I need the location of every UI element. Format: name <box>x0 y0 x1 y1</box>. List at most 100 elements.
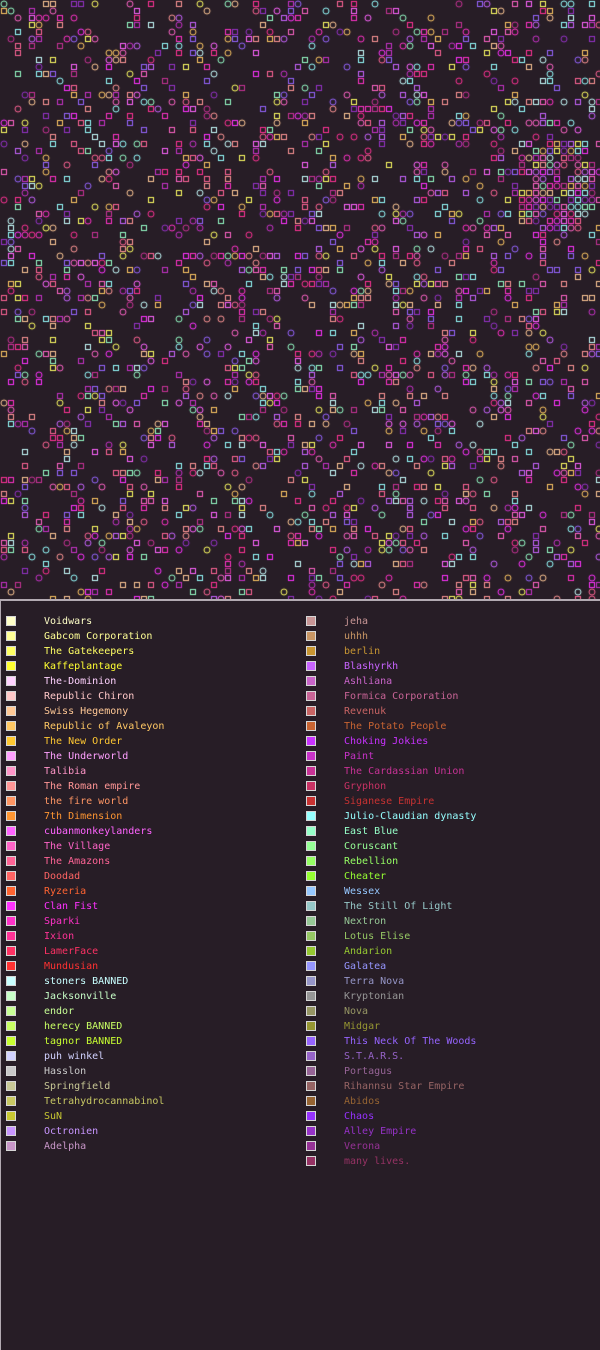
empire-name: Talibia <box>44 766 87 777</box>
empire-name: Verona <box>344 1141 381 1152</box>
empire-name: tagnor BANNED <box>44 1036 123 1047</box>
color-swatch <box>6 736 16 746</box>
legend-entry: Paint <box>301 749 591 764</box>
color-swatch <box>306 946 316 956</box>
empire-name: The Village <box>44 841 111 852</box>
empire-name: Abidos <box>344 1096 381 1107</box>
legend-entry: many lives. <box>301 1154 591 1169</box>
legend-entry: 7th Dimension <box>1 809 291 824</box>
empire-name: The New Order <box>44 736 123 747</box>
empire-name: Cheater <box>344 871 387 882</box>
color-swatch <box>306 1081 316 1091</box>
legend-entry: The Potato People <box>301 719 591 734</box>
legend-entry: Republic Chiron <box>1 689 291 704</box>
legend-entry: jeha <box>301 614 591 629</box>
legend-entry: Blashyrkh <box>301 659 591 674</box>
legend-entry: Nova <box>301 1004 591 1019</box>
empire-name: The Amazons <box>44 856 111 867</box>
legend-entry: Wessex <box>301 884 591 899</box>
empire-name: Rebellion <box>344 856 399 867</box>
legend-entry: Ryzeria <box>1 884 291 899</box>
legend-entry: SuN <box>1 1109 291 1124</box>
legend-entry: Voidwars <box>1 614 291 629</box>
color-swatch <box>306 736 316 746</box>
color-swatch <box>6 856 16 866</box>
empire-name: Gabcom Corporation <box>44 631 153 642</box>
color-swatch <box>306 841 316 851</box>
empire-name: SuN <box>44 1111 63 1122</box>
legend-entry: The Gatekeepers <box>1 644 291 659</box>
color-swatch <box>6 1036 16 1046</box>
legend-entry: Talibia <box>1 764 291 779</box>
color-swatch <box>306 886 316 896</box>
color-swatch <box>306 631 316 641</box>
color-swatch <box>306 871 316 881</box>
empire-name: Andarion <box>344 946 393 957</box>
empire-name: Wessex <box>344 886 381 897</box>
empire-name: The Roman empire <box>44 781 141 792</box>
empire-name: Nextron <box>344 916 387 927</box>
legend-entry: berlin <box>301 644 591 659</box>
color-swatch <box>306 1141 316 1151</box>
legend-entry: Rihannsu Star Empire <box>301 1079 591 1094</box>
color-swatch <box>306 1006 316 1016</box>
empire-name: Kryptonian <box>344 991 405 1002</box>
legend-entry: Siganese Empire <box>301 794 591 809</box>
legend-entry: tagnor BANNED <box>1 1034 291 1049</box>
color-swatch <box>6 916 16 926</box>
empire-name: Chaos <box>344 1111 375 1122</box>
empire-name: Blashyrkh <box>344 661 399 672</box>
empire-name: Lotus Elise <box>344 931 411 942</box>
color-swatch <box>6 1096 16 1106</box>
empire-name: uhhh <box>344 631 369 642</box>
empire-name: Clan Fist <box>44 901 99 912</box>
legend-entry: Nextron <box>301 914 591 929</box>
legend-entry: cubanmonkeylanders <box>1 824 291 839</box>
legend-entry: The Village <box>1 839 291 854</box>
color-swatch <box>6 631 16 641</box>
legend-entry: Verona <box>301 1139 591 1154</box>
color-swatch <box>6 721 16 731</box>
color-swatch <box>306 751 316 761</box>
color-swatch <box>6 691 16 701</box>
galaxy-map[interactable] <box>0 0 600 600</box>
map-legend-divider <box>0 599 600 601</box>
color-swatch <box>6 751 16 761</box>
empire-name: Ixion <box>44 931 75 942</box>
legend-entry: Ixion <box>1 929 291 944</box>
legend-entry: East Blue <box>301 824 591 839</box>
empire-name: Voidwars <box>44 616 93 627</box>
empire-name: Doodad <box>44 871 81 882</box>
legend-entry: Formica Corporation <box>301 689 591 704</box>
legend-entry: Sparki <box>1 914 291 929</box>
legend-entry: Republic of Avaleyon <box>1 719 291 734</box>
color-swatch <box>6 661 16 671</box>
color-swatch <box>6 646 16 656</box>
empire-name: Coruscant <box>344 841 399 852</box>
color-swatch <box>306 1096 316 1106</box>
empire-name: Sparki <box>44 916 81 927</box>
color-swatch <box>306 916 316 926</box>
empire-name: S.T.A.R.S. <box>344 1051 405 1062</box>
legend-entry: Revenuk <box>301 704 591 719</box>
color-swatch <box>306 901 316 911</box>
empire-name: Siganese Empire <box>344 796 435 807</box>
legend-entry: The New Order <box>1 734 291 749</box>
color-swatch <box>306 1156 316 1166</box>
legend-entry: Hasslon <box>1 1064 291 1079</box>
legend-entry: Gryphon <box>301 779 591 794</box>
empire-name: herecy BANNED <box>44 1021 123 1032</box>
legend-entry: the fire world <box>1 794 291 809</box>
legend-entry: Tetrahydrocannabinol <box>1 1094 291 1109</box>
legend-entry: Julio-Claudian dynasty <box>301 809 591 824</box>
color-swatch <box>6 706 16 716</box>
empire-name: Portagus <box>344 1066 393 1077</box>
empire-name: Tetrahydrocannabinol <box>44 1096 165 1107</box>
empire-name: The Cardassian Union <box>344 766 465 777</box>
color-swatch <box>306 991 316 1001</box>
color-swatch <box>306 676 316 686</box>
color-swatch <box>306 616 316 626</box>
empire-name: Alley Empire <box>344 1126 417 1137</box>
empire-name: Republic of Avaleyon <box>44 721 165 732</box>
empire-name: jeha <box>344 616 369 627</box>
